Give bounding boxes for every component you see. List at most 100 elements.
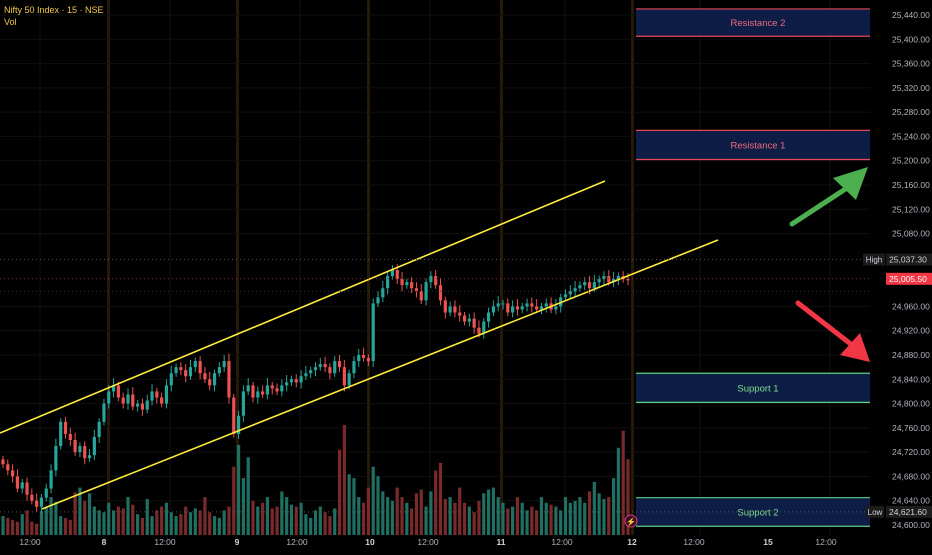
candle-body xyxy=(184,370,188,377)
volume-bar xyxy=(188,512,193,535)
time-tick-label: 12:00 xyxy=(154,537,176,547)
channel-lower-line xyxy=(41,239,719,510)
lightning-icon: ⚡ xyxy=(624,514,638,528)
volume-bar xyxy=(11,519,15,535)
candle xyxy=(366,354,370,366)
last-price-tag-bg xyxy=(886,272,932,285)
volume-bar xyxy=(198,510,202,535)
volume-label[interactable]: Vol xyxy=(4,17,17,27)
candle xyxy=(280,379,284,397)
volume-bar xyxy=(357,497,361,535)
candle-body xyxy=(511,306,515,313)
candle xyxy=(506,298,510,317)
volume-bar xyxy=(174,516,178,535)
candle xyxy=(241,385,245,422)
candle-body xyxy=(472,318,476,328)
volume-bar xyxy=(227,506,231,535)
candle-body xyxy=(102,403,106,422)
candle xyxy=(530,297,534,313)
candle-body xyxy=(520,306,524,310)
candle xyxy=(453,300,457,318)
candle xyxy=(116,381,120,402)
candle-body xyxy=(25,482,29,495)
candle-body xyxy=(150,391,154,401)
candle xyxy=(386,272,390,295)
volume-bar xyxy=(621,430,625,535)
candle-body xyxy=(49,470,53,489)
candle-body xyxy=(496,303,500,307)
volume-bar xyxy=(405,502,409,535)
candle-body xyxy=(285,382,289,386)
symbol-title[interactable]: Nifty 50 Index · 15 · NSE xyxy=(4,5,104,15)
candle xyxy=(573,280,577,298)
volume-bar xyxy=(361,502,366,535)
candle-body xyxy=(68,433,72,440)
candle xyxy=(318,358,322,371)
low-tag-value: 24,621.60 xyxy=(889,507,927,517)
candle-body xyxy=(448,306,452,313)
volume-bar xyxy=(87,493,92,535)
candle xyxy=(486,307,491,328)
candle-body xyxy=(198,361,202,374)
candle-body xyxy=(328,367,332,374)
candle xyxy=(169,365,173,392)
volume-bar xyxy=(511,506,515,535)
candle xyxy=(68,427,72,447)
candle-body xyxy=(155,391,159,398)
volume-bar xyxy=(520,502,524,535)
volume-bar xyxy=(323,512,327,535)
price-tick-label: 25,200.00 xyxy=(892,156,930,166)
candle xyxy=(179,362,183,376)
annotation-arrows xyxy=(789,167,870,362)
candle-body xyxy=(626,279,630,281)
candle xyxy=(97,418,101,444)
time-tick-label: 12 xyxy=(627,537,637,547)
candle xyxy=(145,394,149,414)
volume-bar xyxy=(467,506,471,535)
volume-bar xyxy=(169,512,173,535)
volume-bar xyxy=(241,478,245,535)
volume-bar xyxy=(294,506,298,535)
price-tick-label: 25,240.00 xyxy=(892,131,930,141)
candle-body xyxy=(333,361,337,374)
candle xyxy=(54,438,58,477)
volume-bar xyxy=(443,498,447,535)
candle-body xyxy=(568,291,572,295)
time-axis-bg xyxy=(0,535,870,550)
candle-body xyxy=(116,385,120,398)
candle xyxy=(414,282,419,298)
volume-bar xyxy=(107,502,111,535)
channel-upper-line xyxy=(0,180,606,434)
time-tick-label: 10 xyxy=(365,537,375,547)
candle xyxy=(405,278,409,289)
volume-bar xyxy=(414,493,419,535)
volume-bar xyxy=(342,425,346,535)
volume-bar xyxy=(602,498,606,535)
candle xyxy=(410,277,414,294)
volume-bar xyxy=(347,474,351,535)
candle-body xyxy=(429,276,433,283)
volume-bar xyxy=(395,487,399,535)
grid-lines xyxy=(0,0,870,535)
candle-body xyxy=(131,394,135,407)
candle-body xyxy=(462,315,467,322)
candle xyxy=(535,299,539,314)
candle-body xyxy=(111,385,116,392)
candle-body xyxy=(352,361,356,374)
volume-bar xyxy=(482,493,486,535)
candle xyxy=(256,386,260,404)
volume-bar xyxy=(30,521,34,535)
candle xyxy=(357,348,361,368)
candle-body xyxy=(535,306,539,310)
candle-body xyxy=(592,282,596,289)
volume-bar xyxy=(265,497,270,535)
candle xyxy=(285,375,289,392)
volume-bar xyxy=(203,497,207,535)
session-separator xyxy=(367,0,370,535)
candle-body xyxy=(491,306,495,313)
candle xyxy=(59,418,63,450)
volume-bar xyxy=(568,502,572,535)
lightning-glyph: ⚡ xyxy=(626,517,636,527)
